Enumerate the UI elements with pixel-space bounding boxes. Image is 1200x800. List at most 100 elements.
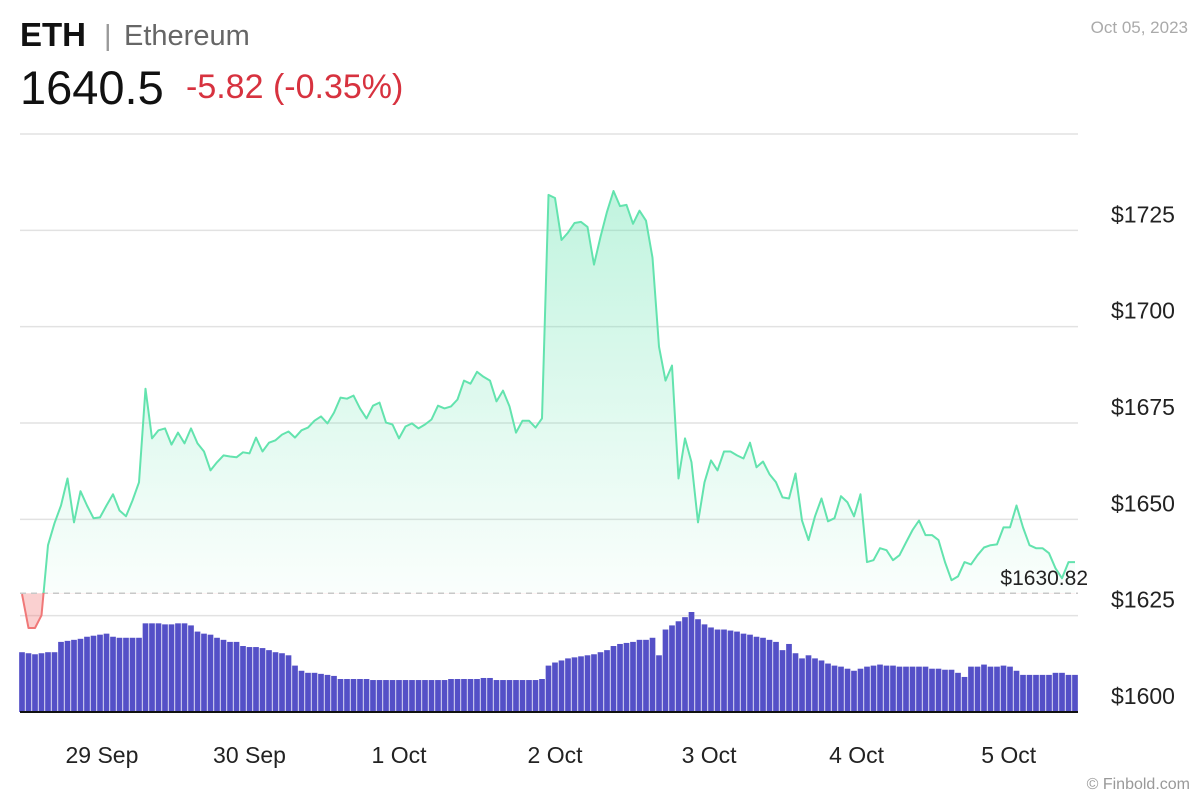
y-tick-label: $1600	[1111, 683, 1175, 709]
volume-bar	[714, 629, 721, 712]
x-tick-label: 30 Sep	[213, 742, 286, 768]
volume-bar	[968, 666, 974, 712]
volume-bar	[422, 680, 428, 712]
volume-bar	[617, 643, 623, 712]
volume-bar	[370, 680, 376, 712]
price-area	[22, 191, 1075, 628]
volume-bar	[480, 677, 487, 712]
volume-bar	[753, 636, 760, 712]
volume-bar	[643, 639, 649, 712]
volume-bar	[1026, 674, 1033, 712]
volume-bar	[487, 677, 493, 712]
volume-bar	[84, 636, 90, 712]
volume-bar	[799, 658, 805, 712]
volume-bar	[116, 637, 123, 712]
volume-bar	[851, 670, 857, 712]
y-tick-label: $1700	[1111, 298, 1175, 324]
volume-bar	[376, 680, 383, 712]
volume-bar	[311, 672, 318, 712]
volume-bar	[38, 653, 45, 712]
volume-bar	[168, 624, 175, 712]
volume-bar	[708, 627, 714, 712]
volume-bar	[220, 639, 227, 712]
volume-bar	[682, 617, 688, 712]
volume-bar	[747, 634, 753, 712]
volume-bar	[233, 641, 240, 712]
volume-bar	[227, 641, 233, 712]
price-change: -5.82 (-0.35%)	[186, 68, 404, 106]
volume-bar	[519, 680, 526, 712]
volume-bar	[181, 623, 188, 712]
volume-bar	[773, 641, 779, 712]
volume-bar	[207, 634, 214, 712]
volume-bar	[916, 666, 922, 712]
volume-bar	[766, 639, 773, 712]
volume-bar	[883, 665, 890, 712]
volume-bar	[246, 647, 253, 712]
volume-bar	[578, 656, 584, 712]
price: 1640.5	[20, 61, 164, 114]
volume-bar	[688, 612, 695, 712]
separator: |	[104, 20, 112, 52]
volume-bar	[779, 650, 786, 712]
volume-bar	[857, 668, 864, 712]
volume-bar	[97, 634, 103, 712]
volume-bar	[162, 624, 168, 712]
date: Oct 05, 2023	[1090, 18, 1188, 37]
volume-bar	[591, 654, 597, 712]
symbol: ETH	[20, 16, 86, 53]
volume-bar	[188, 625, 194, 712]
volume-bar	[909, 666, 916, 712]
volume-bar	[558, 660, 565, 712]
volume-bar	[656, 655, 662, 712]
volume-bar	[136, 637, 142, 712]
volume-bar	[285, 655, 292, 712]
volume-bar	[669, 625, 675, 712]
footer: © Finbold.com	[1086, 776, 1190, 793]
volume-bar	[357, 679, 363, 712]
volume-bar	[961, 676, 968, 712]
volume-bar	[19, 652, 25, 712]
volume-bar	[1039, 674, 1046, 712]
volume-bar	[610, 646, 617, 712]
volume-bar	[1052, 672, 1059, 712]
volume-bar	[636, 639, 643, 712]
reference-label: $1630.82	[1000, 567, 1088, 590]
volume-bar	[734, 631, 740, 712]
volume-bar	[292, 665, 298, 712]
volume-bar	[948, 669, 955, 712]
x-tick-label: 5 Oct	[981, 742, 1037, 768]
volume-bar	[32, 654, 38, 712]
volume-bar	[64, 640, 71, 712]
volume-bar	[409, 680, 415, 712]
volume-bar	[90, 635, 97, 712]
x-tick-label: 3 Oct	[682, 742, 738, 768]
volume-bar	[194, 631, 201, 712]
volume-bar	[825, 663, 831, 712]
volume-bar	[532, 680, 539, 712]
volume-bar	[1065, 674, 1072, 712]
volume-bar	[1072, 674, 1078, 712]
x-tick-label: 4 Oct	[829, 742, 885, 768]
volume-bar	[428, 680, 435, 712]
volume-bar	[552, 662, 558, 712]
volume-bar	[253, 647, 259, 712]
volume-bar	[922, 666, 929, 712]
volume-bar	[467, 679, 474, 712]
volume-bar	[1059, 672, 1065, 712]
volume-bar	[363, 679, 370, 712]
volume-bar	[266, 650, 272, 712]
volume-bar	[903, 666, 909, 712]
volume-bar	[844, 668, 851, 712]
volume-bar	[812, 658, 818, 712]
volume-bar	[935, 668, 942, 712]
x-tick-label: 29 Sep	[65, 742, 138, 768]
volume-bar	[571, 657, 578, 712]
volume-bar	[389, 680, 396, 712]
volume-bar	[597, 652, 604, 712]
x-tick-label: 1 Oct	[372, 742, 428, 768]
volume-bar	[630, 641, 636, 712]
asset-name: Ethereum	[124, 20, 250, 52]
volume-bar	[474, 679, 480, 712]
volume-bar	[272, 652, 279, 712]
